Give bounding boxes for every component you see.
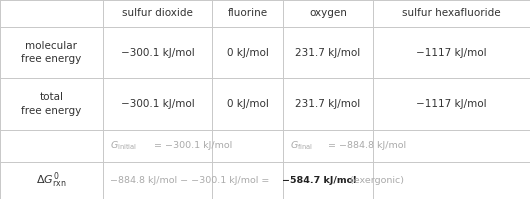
Text: oxygen: oxygen bbox=[309, 9, 347, 19]
Text: 231.7 kJ/mol: 231.7 kJ/mol bbox=[295, 48, 360, 58]
Text: = −300.1 kJ/mol: = −300.1 kJ/mol bbox=[154, 141, 232, 150]
Bar bbox=[211, 131, 213, 161]
Text: −884.8 kJ/mol − −300.1 kJ/mol =: −884.8 kJ/mol − −300.1 kJ/mol = bbox=[110, 176, 272, 185]
Text: −300.1 kJ/mol: −300.1 kJ/mol bbox=[121, 99, 195, 109]
Text: $G_\mathrm{initial}$: $G_\mathrm{initial}$ bbox=[110, 140, 137, 152]
Text: total
free energy: total free energy bbox=[21, 92, 82, 116]
Text: $G_\mathrm{final}$: $G_\mathrm{final}$ bbox=[290, 140, 313, 152]
Text: (exergonic): (exergonic) bbox=[347, 176, 404, 185]
Bar bbox=[211, 163, 213, 198]
Bar bbox=[282, 163, 284, 198]
Text: −300.1 kJ/mol: −300.1 kJ/mol bbox=[121, 48, 195, 58]
Text: 0 kJ/mol: 0 kJ/mol bbox=[226, 99, 268, 109]
Text: −1117 kJ/mol: −1117 kJ/mol bbox=[416, 99, 487, 109]
Text: sulfur hexafluoride: sulfur hexafluoride bbox=[402, 9, 501, 19]
Text: 231.7 kJ/mol: 231.7 kJ/mol bbox=[295, 99, 360, 109]
Text: = −884.8 kJ/mol: = −884.8 kJ/mol bbox=[328, 141, 406, 150]
Text: 0 kJ/mol: 0 kJ/mol bbox=[226, 48, 268, 58]
Text: sulfur dioxide: sulfur dioxide bbox=[122, 9, 193, 19]
Text: −1117 kJ/mol: −1117 kJ/mol bbox=[416, 48, 487, 58]
Text: molecular
free energy: molecular free energy bbox=[21, 41, 82, 64]
Text: fluorine: fluorine bbox=[227, 9, 268, 19]
Text: −584.7 kJ/mol: −584.7 kJ/mol bbox=[282, 176, 356, 185]
Text: $\Delta G^0_\mathrm{rxn}$: $\Delta G^0_\mathrm{rxn}$ bbox=[36, 171, 67, 190]
